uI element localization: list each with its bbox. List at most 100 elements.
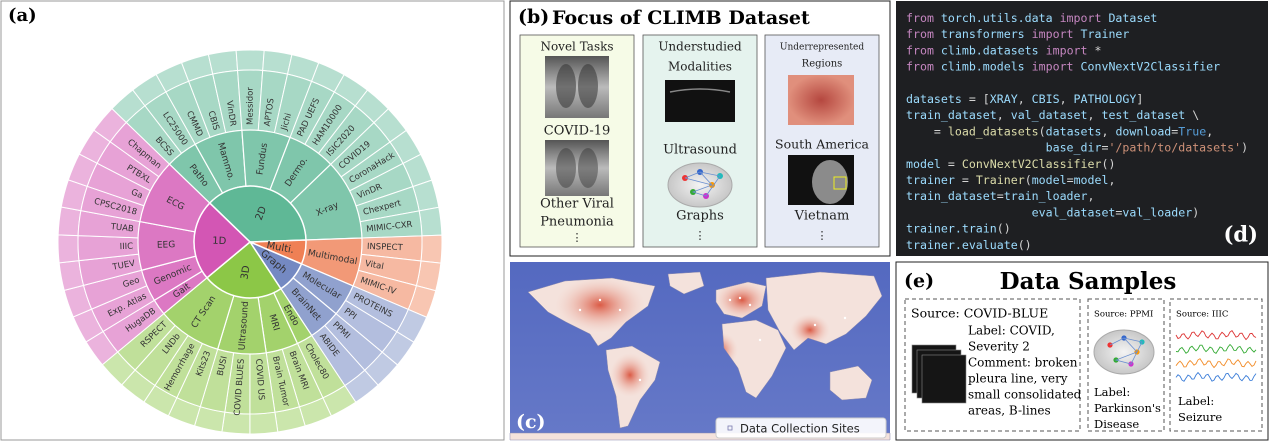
sample-comment: pleura line, very xyxy=(968,372,1068,386)
segment-label: EEG xyxy=(157,240,176,251)
column-text: Regions xyxy=(802,59,843,70)
column-text: COVID-19 xyxy=(544,124,611,139)
land xyxy=(667,271,705,295)
column-text: Pneumonia xyxy=(540,215,614,230)
breast xyxy=(812,160,848,204)
segment-label: MRI xyxy=(266,313,280,332)
column-text: ⋮ xyxy=(695,229,706,242)
lung xyxy=(578,64,598,108)
dataset-bar xyxy=(235,49,265,72)
panel-title: Focus of CLIMB Dataset xyxy=(552,7,810,29)
roi-box xyxy=(833,176,847,190)
column-box xyxy=(642,34,758,248)
panel-label: (c) xyxy=(516,411,546,433)
sample-label: Label: COVID, xyxy=(968,324,1055,338)
column-text: Vietnam xyxy=(794,209,850,224)
column-box xyxy=(764,34,880,248)
sample-label: Disease xyxy=(1094,417,1139,431)
column-text: ⋮ xyxy=(572,231,583,244)
segment-label: COVID BLUES xyxy=(233,358,247,416)
site xyxy=(578,308,582,312)
sample-label: Seizure xyxy=(1178,410,1222,424)
xray-image xyxy=(545,56,609,118)
column-text: Novel Tasks xyxy=(540,40,613,54)
code-line: base_dir='/path/to/datasets') xyxy=(906,140,1248,154)
column-text: Underrepresented xyxy=(780,43,864,53)
sample-comment: areas, B-lines xyxy=(968,404,1051,418)
segment-label: Messidor xyxy=(246,87,256,125)
lung xyxy=(578,148,598,188)
dataset-bar xyxy=(249,411,279,435)
sample-source: Source: PPMI xyxy=(1094,310,1153,320)
panel-d-frame xyxy=(896,1,1268,256)
code-line: model = ConvNextV2Classifier() xyxy=(906,156,1115,170)
segment-label: IIIC xyxy=(119,242,133,252)
ultrasound-frame xyxy=(921,354,967,404)
code-line: train_dataset, val_dataset, test_dataset… xyxy=(906,108,1199,122)
code-line: from torch.utils.data import Dataset xyxy=(906,11,1157,25)
sample-comment: Comment: broken xyxy=(968,356,1078,370)
legend-swatch xyxy=(727,425,733,431)
code-line: eval_dataset=val_loader) xyxy=(906,205,1199,219)
sample-source: Source: IIIC xyxy=(1176,310,1228,320)
sample-label: Label: xyxy=(1178,394,1214,408)
legend-text: Data Collection Sites xyxy=(740,422,860,436)
graph-edges xyxy=(684,171,721,197)
segment-label: INSPECT xyxy=(367,242,404,253)
group-cell xyxy=(208,185,307,243)
segment-label: MIMIC-CXR xyxy=(366,220,413,235)
brain-graph xyxy=(667,162,733,208)
segment-label: BUSI xyxy=(216,355,230,377)
ultrasound-line xyxy=(669,88,731,93)
segment-label: Vital xyxy=(364,259,384,272)
segment-label: Ga xyxy=(129,187,144,201)
code-line: train_dataset=train_loader, xyxy=(906,189,1094,203)
dataset-bar xyxy=(57,234,80,264)
eeg-trace xyxy=(1175,343,1257,355)
xray-image xyxy=(545,140,609,196)
code-line: trainer.evaluate() xyxy=(906,237,1032,251)
code-line: = load_datasets(datasets, download=True, xyxy=(906,124,1213,138)
code-line: datasets = [XRAY, CBIS, PATHOLOGY] xyxy=(906,92,1143,106)
site xyxy=(758,338,762,342)
segment-label: APTOS xyxy=(263,98,277,127)
dermoscopy-image xyxy=(788,75,854,125)
code-line: from climb.datasets import * xyxy=(906,43,1101,57)
legend-box xyxy=(715,417,887,439)
panel-title: Data Samples xyxy=(1000,268,1177,295)
land xyxy=(829,365,873,401)
column-text: Other Viral xyxy=(540,197,614,212)
segment-label: Ultrasound xyxy=(237,301,251,351)
column-text: Modalities xyxy=(668,60,732,74)
heat xyxy=(610,353,650,397)
site xyxy=(813,323,817,327)
sample-label: Label: xyxy=(1094,385,1130,399)
panel-label: (b) xyxy=(518,6,549,28)
sample-label: Parkinson's xyxy=(1094,401,1161,415)
site xyxy=(728,298,732,302)
column-text: Understudied xyxy=(658,40,742,54)
code-line: from transformers import Trainer xyxy=(906,27,1129,41)
eeg-trace xyxy=(1175,371,1257,382)
site xyxy=(843,316,847,320)
site xyxy=(638,378,642,382)
dataset-bar xyxy=(57,206,82,237)
segment-label: COVID US xyxy=(253,358,266,400)
heat xyxy=(555,277,645,333)
column-text: Ultrasound xyxy=(663,143,737,158)
graph-edges xyxy=(1109,337,1143,365)
code-line: from climb.models import ConvNextV2Class… xyxy=(906,59,1220,73)
column-text: ⋮ xyxy=(817,229,828,242)
dataset-bar xyxy=(418,206,443,237)
segment-label: Fundus xyxy=(255,142,270,176)
code-line: trainer = Trainer(model=model, xyxy=(906,173,1115,187)
group-cell xyxy=(193,202,252,279)
site xyxy=(618,308,622,312)
sample-box xyxy=(904,298,1081,432)
segment-label: 2D xyxy=(254,205,269,222)
panel-label: (e) xyxy=(904,270,934,292)
sample-comment: small consolidated xyxy=(968,388,1082,402)
segment-label: VinDR xyxy=(224,100,238,127)
